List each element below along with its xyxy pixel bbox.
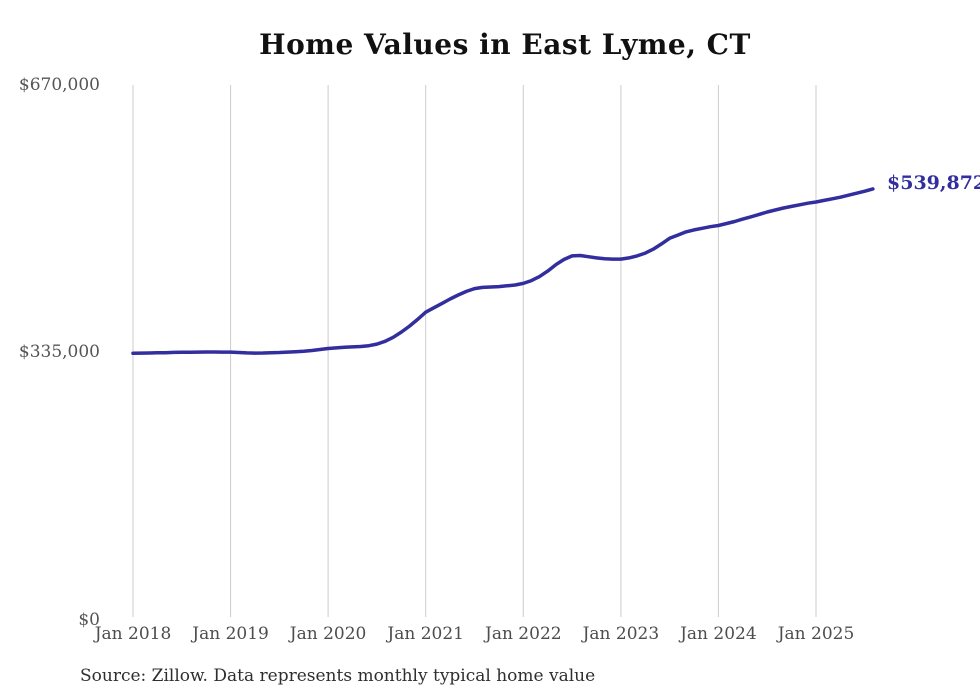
y-axis-tick-335000: $335,000: [18, 342, 100, 362]
source-attribution: Source: Zillow. Data represents monthly …: [80, 666, 596, 686]
x-axis-tick-jan-2018: Jan 2018: [94, 624, 172, 644]
x-axis-tick-jan-2019: Jan 2019: [192, 624, 269, 644]
x-axis-tick-jan-2024: Jan 2024: [680, 624, 757, 644]
x-axis-tick-jan-2020: Jan 2020: [289, 624, 367, 644]
y-axis-tick-670000: $670,000: [18, 75, 100, 95]
home-value-line: [131, 187, 875, 356]
chart-title: Home Values in East Lyme, CT: [259, 28, 751, 61]
latest-value-label: $539,872: [887, 172, 980, 194]
x-axis-tick-jan-2022: Jan 2022: [485, 624, 562, 644]
x-axis-tick-jan-2021: Jan 2021: [387, 624, 464, 644]
y-axis-tick-0: $0: [78, 610, 100, 630]
x-axis-tick-jan-2025: Jan 2025: [777, 624, 855, 644]
x-axis-tick-jan-2023: Jan 2023: [582, 624, 660, 644]
